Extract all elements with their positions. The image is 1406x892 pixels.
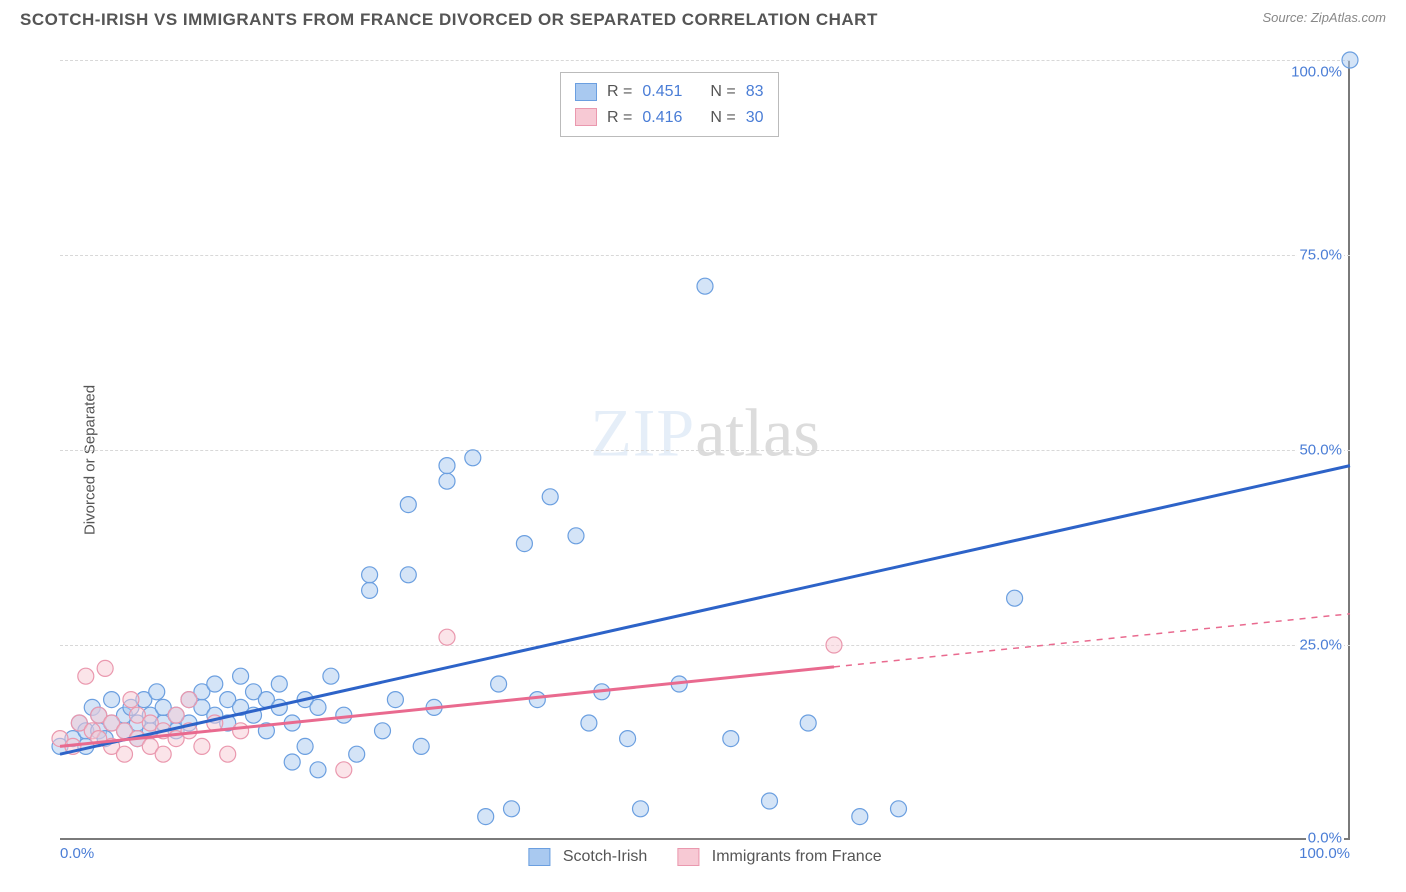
legend-item: Immigrants from France (677, 848, 881, 866)
trend-line-extrapolated (834, 614, 1350, 667)
data-point (284, 754, 300, 770)
n-label: N = (710, 105, 735, 131)
n-value: 83 (746, 79, 764, 105)
r-value: 0.416 (642, 105, 682, 131)
data-point (310, 699, 326, 715)
data-point (155, 746, 171, 762)
x-tick-label: 100.0% (1299, 845, 1350, 862)
data-point (465, 450, 481, 466)
data-point (123, 692, 139, 708)
scatter-svg (60, 60, 1350, 840)
data-point (568, 528, 584, 544)
data-point (478, 809, 494, 825)
data-point (233, 668, 249, 684)
data-point (104, 692, 120, 708)
data-point (323, 668, 339, 684)
data-point (78, 668, 94, 684)
data-point (362, 582, 378, 598)
data-point (542, 489, 558, 505)
data-point (181, 692, 197, 708)
data-point (581, 715, 597, 731)
data-point (220, 746, 236, 762)
data-point (336, 762, 352, 778)
data-point (826, 637, 842, 653)
source-label: Source: ZipAtlas.com (1262, 10, 1386, 25)
data-point (633, 801, 649, 817)
data-point (504, 801, 520, 817)
data-point (439, 458, 455, 474)
data-point (297, 738, 313, 754)
data-point (362, 567, 378, 583)
legend-series: Scotch-Irish Immigrants from France (528, 848, 881, 866)
data-point (723, 731, 739, 747)
data-point (194, 738, 210, 754)
n-value: 30 (746, 105, 764, 131)
legend-statistics: R = 0.451 N = 83 R = 0.416 N = 30 (560, 72, 779, 137)
data-point (891, 801, 907, 817)
r-label: R = (607, 105, 632, 131)
data-point (387, 692, 403, 708)
legend-swatch (575, 108, 597, 126)
chart-container: Divorced or Separated ZIPatlas 0.0%25.0%… (50, 50, 1386, 870)
data-point (375, 723, 391, 739)
data-point (762, 793, 778, 809)
data-point (439, 473, 455, 489)
data-point (620, 731, 636, 747)
legend-item: Scotch-Irish (528, 848, 647, 866)
data-point (852, 809, 868, 825)
trend-line (60, 466, 1350, 755)
data-point (349, 746, 365, 762)
r-value: 0.451 (642, 79, 682, 105)
data-point (233, 723, 249, 739)
data-point (529, 692, 545, 708)
legend-row: R = 0.416 N = 30 (575, 105, 764, 131)
data-point (400, 497, 416, 513)
data-point (168, 707, 184, 723)
data-point (516, 536, 532, 552)
chart-title: SCOTCH-IRISH VS IMMIGRANTS FROM FRANCE D… (20, 10, 878, 30)
data-point (310, 762, 326, 778)
data-point (207, 676, 223, 692)
plot-area: ZIPatlas 0.0%25.0%50.0%75.0%100.0% R = 0… (60, 60, 1350, 840)
data-point (491, 676, 507, 692)
legend-label: Immigrants from France (712, 848, 882, 865)
legend-swatch (528, 848, 550, 866)
n-label: N = (710, 79, 735, 105)
x-tick-label: 0.0% (60, 845, 94, 862)
legend-swatch (575, 83, 597, 101)
data-point (1342, 52, 1358, 68)
data-point (439, 629, 455, 645)
header-bar: SCOTCH-IRISH VS IMMIGRANTS FROM FRANCE D… (0, 0, 1406, 30)
data-point (400, 567, 416, 583)
legend-label: Scotch-Irish (563, 848, 647, 865)
data-point (117, 746, 133, 762)
legend-swatch (677, 848, 699, 866)
data-point (413, 738, 429, 754)
data-point (800, 715, 816, 731)
data-point (271, 676, 287, 692)
data-point (1007, 590, 1023, 606)
r-label: R = (607, 79, 632, 105)
data-point (697, 278, 713, 294)
legend-row: R = 0.451 N = 83 (575, 79, 764, 105)
data-point (149, 684, 165, 700)
data-point (97, 660, 113, 676)
